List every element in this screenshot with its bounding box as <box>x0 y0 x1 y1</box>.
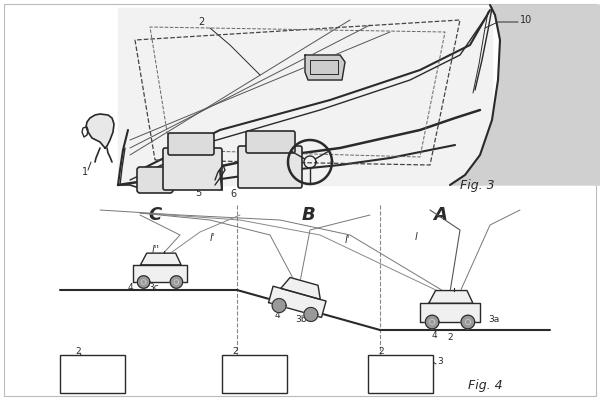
Text: 10'': 10'' <box>173 268 190 278</box>
Bar <box>222 355 287 393</box>
Text: 2: 2 <box>232 348 238 356</box>
Text: 2: 2 <box>290 298 296 308</box>
Text: 5: 5 <box>195 188 201 198</box>
Polygon shape <box>272 298 286 312</box>
Text: l'': l'' <box>152 245 160 255</box>
FancyBboxPatch shape <box>238 146 302 188</box>
Text: 3a: 3a <box>488 316 499 324</box>
Text: 2: 2 <box>378 348 383 356</box>
Circle shape <box>425 315 439 329</box>
Polygon shape <box>304 308 318 322</box>
Polygon shape <box>86 114 114 148</box>
Polygon shape <box>118 8 492 185</box>
Text: B: B <box>382 367 392 381</box>
Text: 3b: 3b <box>295 316 307 324</box>
Text: 2: 2 <box>155 268 161 278</box>
Text: A: A <box>395 367 406 381</box>
Polygon shape <box>281 278 320 300</box>
Text: l': l' <box>210 233 215 243</box>
Text: 10: 10 <box>467 308 479 318</box>
Circle shape <box>461 315 475 329</box>
Text: l': l' <box>345 235 350 245</box>
Polygon shape <box>429 290 473 303</box>
Text: 3: 3 <box>437 358 443 366</box>
Polygon shape <box>450 5 600 185</box>
Bar <box>368 355 433 393</box>
Text: Fig. 4: Fig. 4 <box>468 380 503 392</box>
Bar <box>60 355 125 393</box>
Text: Fig. 3: Fig. 3 <box>460 178 494 192</box>
Text: B: B <box>301 206 315 224</box>
Text: 4: 4 <box>128 282 134 292</box>
Circle shape <box>170 276 182 288</box>
Text: 3c: 3c <box>148 282 159 292</box>
Text: A: A <box>251 367 262 381</box>
FancyBboxPatch shape <box>137 167 173 193</box>
Text: C: C <box>148 206 161 224</box>
FancyBboxPatch shape <box>168 133 214 155</box>
Text: 10: 10 <box>520 15 532 25</box>
Text: 2: 2 <box>444 308 449 318</box>
Text: 1: 1 <box>300 300 306 310</box>
Text: 2: 2 <box>75 348 80 356</box>
Polygon shape <box>140 253 181 265</box>
FancyBboxPatch shape <box>163 148 222 190</box>
Text: 2: 2 <box>447 332 452 342</box>
Polygon shape <box>305 55 345 80</box>
Text: 1: 1 <box>82 167 88 177</box>
Text: 4': 4' <box>275 312 283 320</box>
Text: C: C <box>86 366 98 382</box>
FancyBboxPatch shape <box>246 131 295 153</box>
Text: 1: 1 <box>165 270 171 280</box>
Text: A: A <box>433 206 447 224</box>
Polygon shape <box>133 265 187 282</box>
Text: 4: 4 <box>432 330 437 340</box>
Circle shape <box>137 276 150 288</box>
Polygon shape <box>269 286 326 318</box>
Polygon shape <box>420 303 480 322</box>
Text: 2: 2 <box>198 17 204 27</box>
Text: 10': 10' <box>308 298 322 308</box>
Text: 1: 1 <box>455 310 461 320</box>
Text: 6: 6 <box>230 189 236 199</box>
Text: B: B <box>236 367 247 381</box>
Text: l: l <box>415 232 418 242</box>
